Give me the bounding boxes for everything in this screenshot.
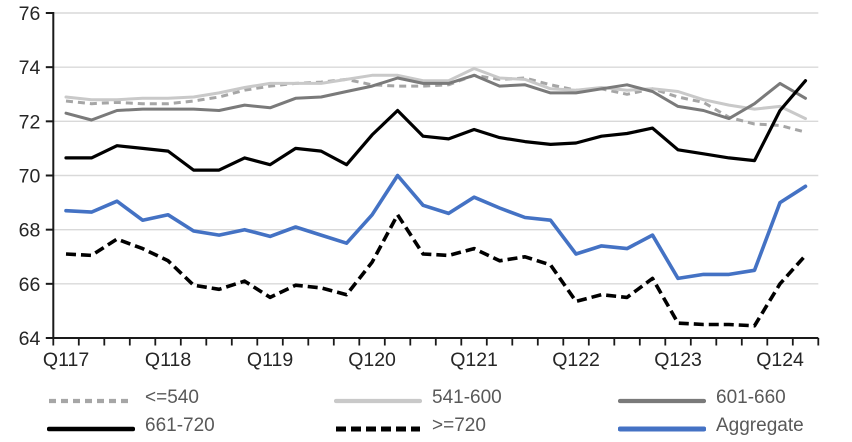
series-line-2 [64, 73, 807, 122]
x-tick-label: Q118 [145, 349, 191, 371]
gridlines [53, 12, 819, 285]
y-tick-label: 68 [19, 220, 41, 242]
x-tick-label: Q121 [450, 349, 498, 371]
y-tick-label: 66 [19, 274, 41, 296]
x-tick-label: Q119 [247, 349, 293, 371]
y-tick-label: 74 [19, 57, 41, 79]
x-tick-label: Q120 [348, 349, 396, 371]
x-tick-label: Q124 [756, 349, 804, 371]
series-line-0 [65, 73, 806, 134]
series-line-4 [65, 213, 807, 328]
y-tick-label: 72 [19, 111, 41, 133]
series-line-5 [64, 173, 808, 281]
y-tick-label: 70 [19, 166, 41, 188]
series-line-3 [64, 79, 808, 172]
x-tick-label: Q117 [43, 349, 89, 371]
series-lines [64, 67, 808, 328]
series-line-1 [64, 67, 807, 121]
x-tick-label: Q122 [552, 349, 600, 371]
axes: 64 66 68 70 72 74 76 Q117 Q118 Q119 Q120 Q121 Q122 Q1… [19, 3, 820, 371]
y-tick-label: 64 [19, 328, 41, 350]
x-tick-label: Q123 [654, 349, 702, 371]
y-tick-label: 76 [19, 3, 41, 25]
